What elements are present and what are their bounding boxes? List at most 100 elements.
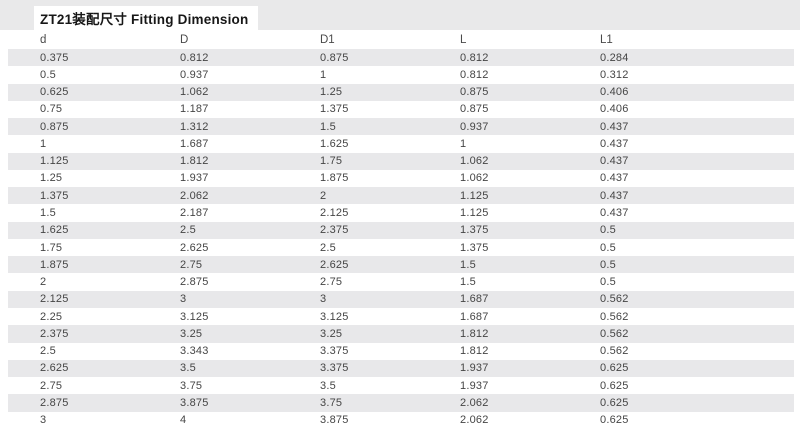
cell: 3.375 xyxy=(320,362,349,375)
cell: 2 xyxy=(320,189,327,202)
cell: 0.812 xyxy=(180,51,209,64)
table-row: 1.125 1.812 1.75 1.062 0.437 xyxy=(8,152,794,170)
cell: 1.937 xyxy=(180,172,209,185)
table-row: 0.375 0.812 0.875 0.812 0.284 xyxy=(8,49,794,67)
table-row: 3 4 3.875 2.062 0.625 xyxy=(8,411,794,429)
table-header-row: d D D1 L L1 xyxy=(0,30,800,49)
cell: 0.937 xyxy=(180,68,209,81)
cell: 0.812 xyxy=(460,51,489,64)
cell: 0.437 xyxy=(600,207,629,220)
cell: 1.812 xyxy=(460,345,489,358)
cell: 0.562 xyxy=(600,293,629,306)
table-row: 2.125 3 3 1.687 0.562 xyxy=(8,290,794,308)
cell: 0.312 xyxy=(600,68,629,81)
cell: 3 xyxy=(320,293,327,306)
cell: 1.375 xyxy=(320,103,349,116)
cell: 2.5 xyxy=(320,241,336,254)
cell: 3.5 xyxy=(180,362,196,375)
table-row: 1.5 2.187 2.125 1.125 0.437 xyxy=(8,204,794,222)
cell: 1.625 xyxy=(40,224,69,237)
cell: 1.687 xyxy=(180,137,209,150)
cell: 2.5 xyxy=(40,345,56,358)
cell: 2.5 xyxy=(180,224,196,237)
cell: 0.5 xyxy=(600,276,616,289)
cell: 1.625 xyxy=(320,137,349,150)
cell: 2.375 xyxy=(40,327,69,340)
table-row: 1.875 2.75 2.625 1.5 0.5 xyxy=(8,256,794,274)
table-row: 1.75 2.625 2.5 1.375 0.5 xyxy=(8,238,794,257)
cell: 0.284 xyxy=(600,51,629,64)
cell: 1.687 xyxy=(460,293,489,306)
cell: 1.875 xyxy=(320,172,349,185)
cell: 3.875 xyxy=(320,414,349,427)
table-row: 2.75 3.75 3.5 1.937 0.625 xyxy=(8,377,794,395)
cell: 1.187 xyxy=(180,103,209,116)
table-row: 2.375 3.25 3.25 1.812 0.562 xyxy=(8,325,794,343)
cell: 0.75 xyxy=(40,103,63,116)
cell: 0.562 xyxy=(600,345,629,358)
page-title: ZT21装配尺寸 Fitting Dimension xyxy=(40,12,249,27)
cell: 0.562 xyxy=(600,310,629,323)
cell: 0.5 xyxy=(600,241,616,254)
cell: 3.125 xyxy=(320,310,349,323)
cell: 0.562 xyxy=(600,327,629,340)
cell: 0.625 xyxy=(600,414,629,427)
table-row: 1 1.687 1.625 1 0.437 xyxy=(8,135,794,153)
cell: 0.375 xyxy=(40,51,69,64)
cell: 2.75 xyxy=(320,276,343,289)
cell: 3.75 xyxy=(320,396,343,409)
cell: 1.25 xyxy=(40,172,63,185)
cell: 2.375 xyxy=(320,224,349,237)
cell: 1.062 xyxy=(460,172,489,185)
cell: 0.625 xyxy=(600,362,629,375)
cell: 1.5 xyxy=(40,207,56,220)
cell: 2.062 xyxy=(460,396,489,409)
cell: 1.875 xyxy=(40,258,69,271)
cell: 2.75 xyxy=(180,258,203,271)
cell: 1.812 xyxy=(460,327,489,340)
cell: 0.437 xyxy=(600,120,629,133)
cell: 2.125 xyxy=(40,293,69,306)
cell: 3.375 xyxy=(320,345,349,358)
cell: 0.812 xyxy=(460,68,489,81)
cell: 2.125 xyxy=(320,207,349,220)
column-header-L: L xyxy=(460,33,467,46)
cell: 1.312 xyxy=(180,120,209,133)
cell: 4 xyxy=(180,414,187,427)
cell: 1.25 xyxy=(320,86,343,99)
column-header-L1: L1 xyxy=(600,33,613,46)
cell: 3.343 xyxy=(180,345,209,358)
cell: 1.5 xyxy=(320,120,336,133)
cell: 3.25 xyxy=(320,327,343,340)
cell: 0.437 xyxy=(600,155,629,168)
cell: 0.406 xyxy=(600,103,629,116)
table-row: 2.875 3.875 3.75 2.062 0.625 xyxy=(8,394,794,412)
cell: 3.75 xyxy=(180,379,203,392)
table-row: 1.375 2.062 2 1.125 0.437 xyxy=(8,187,794,205)
table-row: 2.5 3.343 3.375 1.812 0.562 xyxy=(8,342,794,360)
cell: 0.406 xyxy=(600,86,629,99)
cell: 2.875 xyxy=(40,396,69,409)
cell: 2.187 xyxy=(180,207,209,220)
cell: 2.75 xyxy=(40,379,63,392)
cell: 1.812 xyxy=(180,155,209,168)
cell: 1.5 xyxy=(460,276,476,289)
table-row: 2 2.875 2.75 1.5 0.5 xyxy=(8,273,794,291)
fitting-dimension-table: d D D1 L L1 0.375 0.812 0.875 0.812 0.284 0.5… xyxy=(0,30,800,429)
cell: 0.625 xyxy=(40,86,69,99)
cell: 0.437 xyxy=(600,189,629,202)
cell: 1.375 xyxy=(460,241,489,254)
title-tab: ZT21装配尺寸 Fitting Dimension xyxy=(34,6,259,32)
cell: 0.5 xyxy=(40,68,56,81)
cell: 2.062 xyxy=(460,414,489,427)
cell: 3 xyxy=(40,414,47,427)
cell: 1.125 xyxy=(460,207,489,220)
cell: 3.5 xyxy=(320,379,336,392)
cell: 2.625 xyxy=(320,258,349,271)
cell: 0.437 xyxy=(600,172,629,185)
table-row: 2.625 3.5 3.375 1.937 0.625 xyxy=(8,359,794,378)
table-row: 0.875 1.312 1.5 0.937 0.437 xyxy=(8,118,794,136)
cell: 1.5 xyxy=(460,258,476,271)
cell: 3.25 xyxy=(180,327,203,340)
